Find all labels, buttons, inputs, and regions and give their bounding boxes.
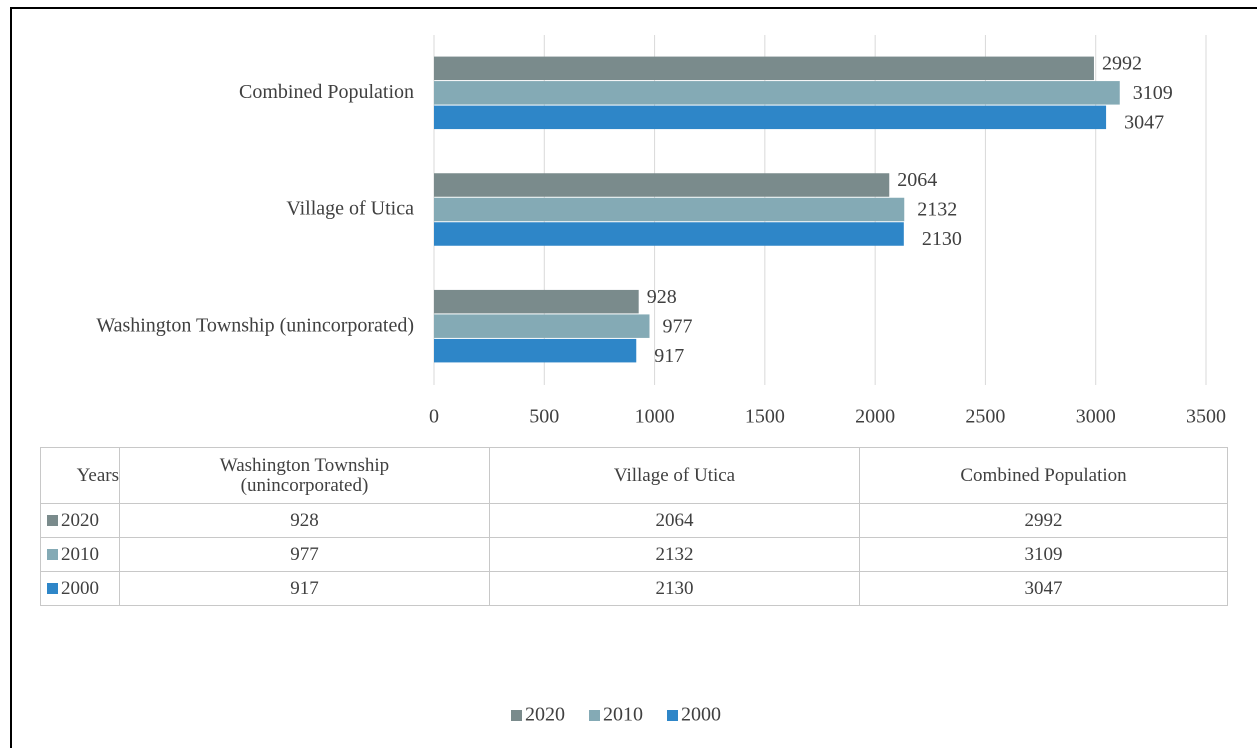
table-value-text: 977: [290, 543, 319, 565]
data-table: Years Washington Township (unincorporated…: [40, 447, 1228, 606]
x-tick-label: 500: [529, 406, 559, 428]
table-value: 2064: [489, 503, 860, 538]
value-label: 928: [647, 286, 677, 308]
table-header: Combined Population: [859, 447, 1228, 504]
table-header: Years: [40, 447, 120, 504]
bar: [434, 105, 1107, 130]
table-header: Washington Township (unincorporated): [119, 447, 490, 504]
bar: [434, 222, 904, 246]
bar: [434, 314, 650, 338]
bar: [434, 173, 890, 197]
category-label: Washington Township (unincorporated): [96, 314, 414, 336]
legend-key: [47, 582, 58, 594]
legend-key: [47, 548, 58, 560]
table-header-text: Village of Utica: [613, 464, 736, 486]
value-label: 3109: [1133, 82, 1173, 104]
table-value-text: 2132: [655, 543, 694, 565]
value-label: 3047: [1124, 111, 1164, 133]
table-value: 3047: [859, 571, 1228, 606]
table-header: Village of Utica: [489, 447, 860, 504]
bar: [434, 289, 639, 314]
value-label: 2132: [917, 199, 957, 221]
x-tick-label: 2000: [855, 406, 895, 428]
table-value-text: 3047: [1024, 577, 1063, 599]
series-name: 2020: [61, 509, 99, 531]
table-value: 2132: [489, 537, 860, 572]
value-label: 977: [662, 315, 692, 337]
table-value-text: 917: [290, 577, 319, 599]
legend-key: [589, 710, 600, 721]
series-name: 2000: [61, 577, 99, 599]
table-value-text: 2064: [655, 509, 694, 531]
table-value: 3109: [859, 537, 1228, 572]
x-tick-label: 1000: [635, 406, 675, 428]
table-value: 928: [119, 503, 490, 538]
x-tick-label: 1500: [745, 406, 785, 428]
x-tick-label: 3500: [1186, 406, 1226, 428]
series-cell: 2000: [40, 571, 120, 606]
table-row: 2000 917 2130 3047: [40, 571, 1228, 606]
legend-key: [511, 710, 522, 721]
value-label: 2130: [922, 228, 962, 250]
table-value-text: 3109: [1024, 543, 1063, 565]
table-row: 2020 928 2064 2992: [40, 503, 1228, 538]
legend-label: 2010: [603, 704, 643, 726]
category-label: Village of Utica: [286, 198, 414, 220]
table-value-text: 2992: [1024, 509, 1063, 531]
bar: [434, 56, 1094, 81]
table-value-text: 928: [290, 509, 319, 531]
bar: [434, 197, 905, 222]
series-name: 2010: [61, 543, 99, 565]
value-label: 2992: [1102, 52, 1142, 74]
series-cell: 2020: [40, 503, 120, 538]
legend-key: [47, 514, 58, 526]
bar: [434, 338, 637, 363]
table-value-text: 2130: [655, 577, 694, 599]
table-header-text: Combined Population: [960, 464, 1127, 486]
table-row: Years Washington Township (unincorporated…: [40, 447, 1228, 504]
value-label: 2064: [897, 169, 937, 191]
legend-label: 2020: [525, 704, 565, 726]
legend-key: [667, 710, 678, 721]
table-header-text: Years: [76, 464, 119, 486]
category-label: Combined Population: [239, 81, 414, 103]
table-value: 977: [119, 537, 490, 572]
legend-label: 2000: [681, 704, 721, 726]
value-label: 917: [654, 345, 684, 367]
x-tick-label: 2500: [965, 406, 1005, 428]
bar: [434, 81, 1120, 105]
series-cell: 2010: [40, 537, 120, 572]
table-value: 917: [119, 571, 490, 606]
x-tick-label: 3000: [1076, 406, 1116, 428]
table-value: 2130: [489, 571, 860, 606]
table-value: 2992: [859, 503, 1228, 538]
x-tick-label: 0: [429, 406, 439, 428]
table-header-text: Washington Township (unincorporated): [219, 454, 390, 496]
table-row: 2010 977 2132 3109: [40, 537, 1228, 572]
